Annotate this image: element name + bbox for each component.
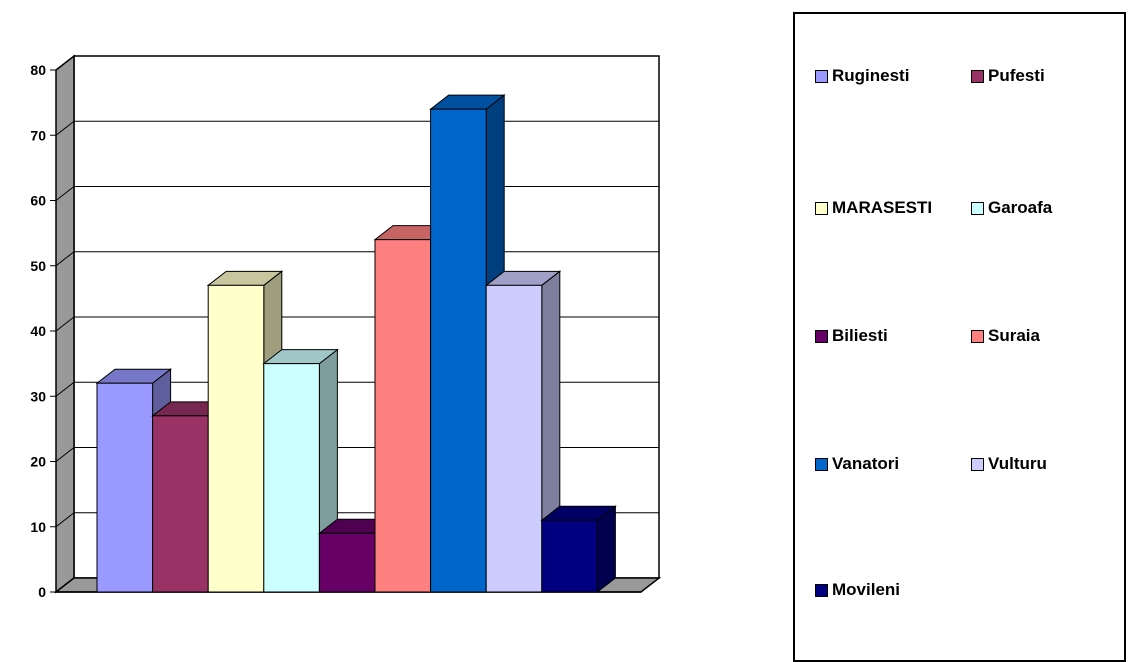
legend-label: Suraia bbox=[988, 326, 1040, 345]
gridline-side bbox=[55, 381, 75, 397]
legend-label: Vulturu bbox=[988, 454, 1047, 473]
bar-front bbox=[485, 284, 543, 593]
legend-swatch bbox=[971, 201, 984, 215]
y-tick-label: 70 bbox=[30, 127, 46, 143]
bar-front bbox=[96, 382, 154, 593]
gridline-side bbox=[55, 251, 75, 267]
bar-front bbox=[374, 239, 432, 593]
legend-item-garoafa: Garoafa bbox=[971, 198, 1052, 218]
gridline-side bbox=[55, 316, 75, 332]
gridline-side bbox=[55, 120, 75, 136]
legend-label: Movileni bbox=[832, 580, 901, 599]
legend-swatch bbox=[815, 69, 828, 83]
legend-item-pufesti: Pufesti bbox=[971, 66, 1045, 86]
legend-label: Vanatori bbox=[832, 454, 900, 473]
bar-side bbox=[596, 505, 616, 594]
legend-label: Garoafa bbox=[988, 198, 1053, 217]
gridline-side bbox=[55, 512, 75, 528]
legend-label: Biliesti bbox=[832, 326, 888, 345]
bar-front bbox=[263, 363, 320, 593]
legend-label: MARASESTI bbox=[832, 198, 933, 217]
legend: Ruginesti Pufesti MARASESTI Garoafa Biliesti… bbox=[793, 12, 1126, 662]
bar-front bbox=[152, 415, 209, 593]
gridline-side bbox=[55, 447, 75, 462]
y-tick-label: 0 bbox=[38, 584, 46, 600]
bars bbox=[95, 94, 617, 594]
y-tick-label: 50 bbox=[30, 258, 46, 274]
legend-swatch bbox=[971, 329, 984, 343]
y-tick-label: 40 bbox=[30, 323, 46, 339]
bar-front bbox=[541, 519, 598, 593]
y-tick-label: 80 bbox=[30, 62, 46, 78]
legend-label: Pufesti bbox=[988, 66, 1045, 85]
bar-front bbox=[430, 108, 487, 593]
y-tick-label: 20 bbox=[30, 454, 46, 470]
legend-item-ruginesti: Ruginesti bbox=[815, 66, 909, 86]
legend-item-movileni: Movileni bbox=[815, 580, 900, 600]
legend-swatch bbox=[971, 69, 984, 83]
legend-swatch bbox=[815, 329, 828, 343]
legend-swatch bbox=[971, 457, 984, 471]
bar-movileni bbox=[540, 505, 617, 594]
legend-item-vanatori: Vanatori bbox=[815, 454, 899, 474]
y-tick-label: 60 bbox=[30, 193, 46, 209]
legend-item-vulturu: Vulturu bbox=[971, 454, 1047, 474]
legend-item-marasesti: MARASESTI bbox=[815, 198, 932, 218]
gridline-side bbox=[55, 186, 75, 201]
legend-label: Ruginesti bbox=[832, 66, 910, 85]
bar-marasesti bbox=[206, 270, 284, 594]
legend-swatch bbox=[815, 201, 828, 215]
y-axis-tick-labels: 0 10 20 30 40 50 60 70 80 bbox=[30, 62, 46, 600]
legend-item-suraia: Suraia bbox=[971, 326, 1040, 346]
chart-area: 0 10 20 30 40 50 60 70 80 bbox=[30, 54, 662, 600]
legend-swatch bbox=[815, 583, 828, 597]
y-tick-label: 10 bbox=[30, 519, 46, 535]
legend-swatch bbox=[815, 457, 828, 471]
bar-front bbox=[318, 532, 376, 593]
legend-item-biliesti: Biliesti bbox=[815, 326, 888, 346]
bar-front bbox=[207, 284, 265, 593]
y-tick-label: 30 bbox=[30, 388, 46, 404]
